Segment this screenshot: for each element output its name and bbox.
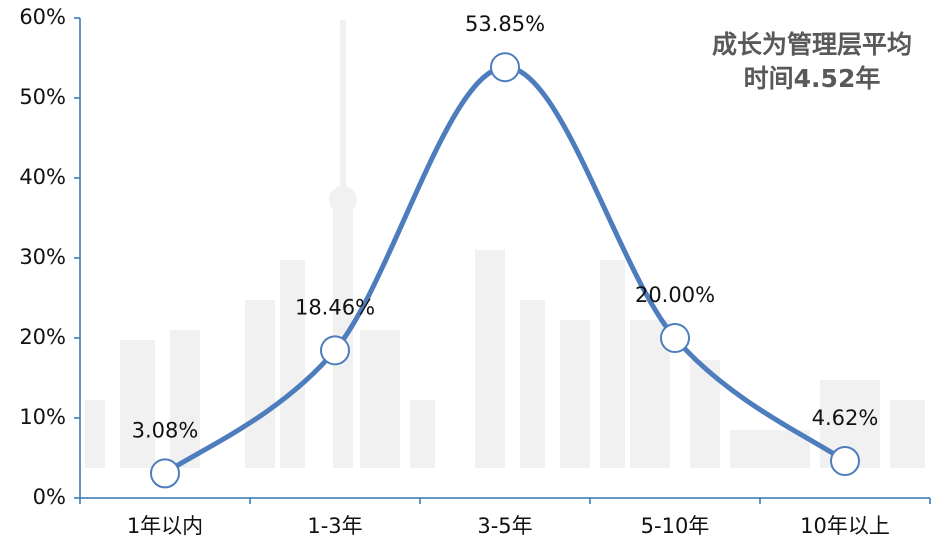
- point: [660, 323, 690, 353]
- y-tick-label: 10%: [19, 405, 66, 429]
- y-tick-label: 50%: [19, 85, 66, 109]
- x-tick-label: 3-5年: [477, 514, 532, 538]
- value-label: 4.62%: [812, 406, 879, 430]
- y-tick-label: 30%: [19, 245, 66, 269]
- x-tick-label: 1年以内: [127, 514, 203, 538]
- x-tick-label: 10年以上: [800, 514, 890, 538]
- point: [320, 335, 350, 366]
- annotation: 成长为管理层平均: [712, 30, 912, 59]
- x-tick-label: 1-3年: [307, 514, 362, 538]
- value-label: 20.00%: [635, 283, 715, 307]
- value-label: 3.08%: [132, 418, 199, 442]
- skyline-background: [85, 20, 925, 468]
- point: [150, 458, 180, 489]
- y-tick-label: 60%: [19, 5, 66, 29]
- y-tick-label: 40%: [19, 165, 66, 189]
- value-label: 18.46%: [295, 295, 375, 319]
- point: [490, 52, 520, 83]
- value-label: 53.85%: [465, 12, 545, 36]
- y-tick-label: 20%: [19, 325, 66, 349]
- point: [830, 446, 860, 477]
- y-tick-label: 0%: [33, 485, 66, 509]
- annotation: 时间4.52年: [744, 64, 881, 93]
- x-tick-label: 5-10年: [641, 514, 710, 538]
